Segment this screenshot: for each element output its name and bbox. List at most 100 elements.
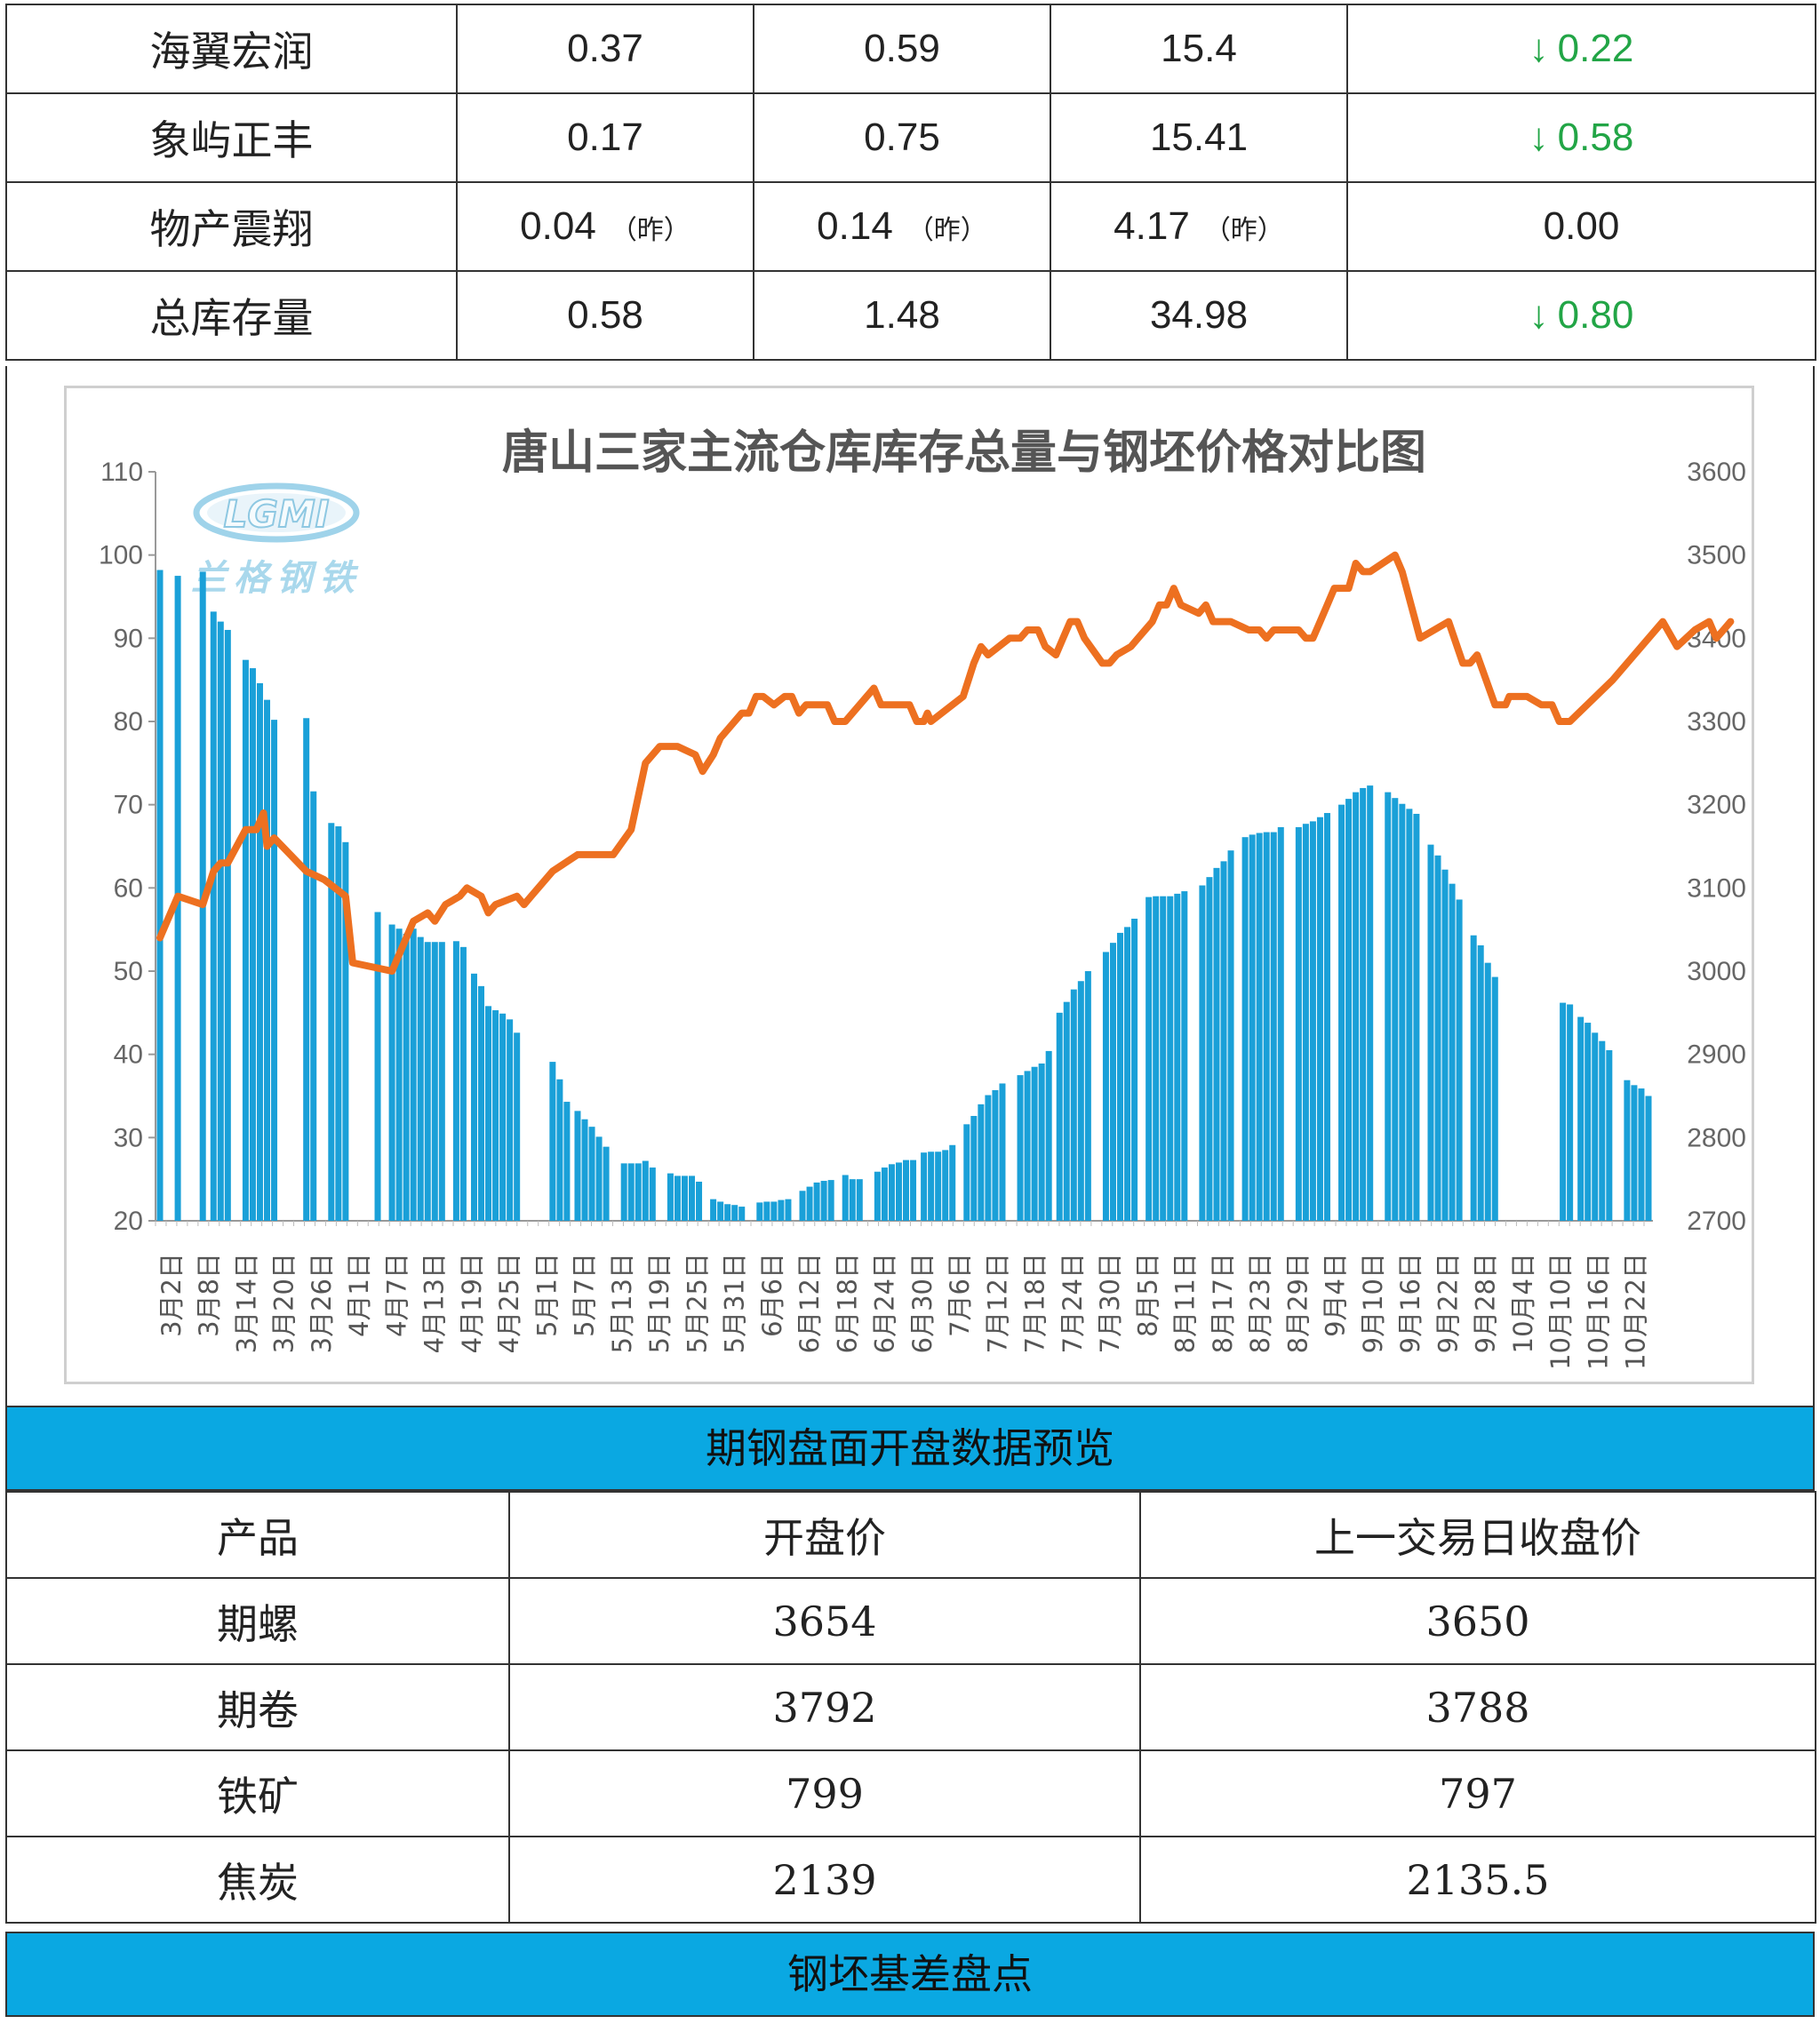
inventory-bar (1599, 1040, 1606, 1221)
inventory-bar (689, 1175, 696, 1221)
inventory-bar (388, 924, 395, 1221)
inventory-bar (1302, 824, 1309, 1221)
inventory-bar (1024, 1071, 1031, 1221)
warehouse-name: 总库存量 (5, 270, 458, 361)
inventory-bar (895, 1162, 902, 1221)
inventory-bar (452, 941, 459, 1221)
x-tick-label: 4月19日 (457, 1253, 487, 1353)
y-left-tick-label: 80 (114, 707, 143, 737)
inventory-bar (1256, 833, 1263, 1221)
inventory-bar (459, 946, 467, 1221)
inventory-bar (1199, 885, 1206, 1221)
inventory-bar (888, 1164, 895, 1221)
x-tick-label: 4月1日 (344, 1253, 374, 1337)
inventory-bar (1434, 855, 1441, 1221)
inventory-bar (1323, 813, 1330, 1221)
inventory-bar (1131, 918, 1138, 1221)
x-tick-label: 5月25日 (682, 1253, 712, 1353)
x-tick-label: 3月2日 (156, 1253, 187, 1337)
change-value: 0.80 (1557, 293, 1634, 337)
inventory-bar (588, 1127, 595, 1221)
inventory-bar (1338, 804, 1345, 1221)
product-name: 铁矿 (5, 1749, 510, 1837)
inventory-bar (470, 973, 477, 1221)
inventory-bar (1367, 785, 1374, 1221)
change-value: 0.00 (1346, 181, 1816, 272)
inventory-bar (1385, 792, 1392, 1221)
inventory-value: 34.98 (1050, 270, 1348, 361)
inventory-bar (242, 659, 249, 1221)
inventory-bar (1449, 883, 1456, 1221)
inventory-bar (820, 1181, 827, 1221)
inventory-bar (970, 1115, 978, 1221)
warehouse-name: 象屿正丰 (5, 92, 458, 183)
table-row: 物产震翔 0.04 （昨） 0.14 （昨） 4.17 （昨） 0.00 (5, 181, 1816, 272)
futures-banner: 期钢盘面开盘数据预览 (5, 1406, 1815, 1491)
inventory-bar (1145, 896, 1153, 1221)
inventory-bar (1645, 1096, 1652, 1221)
inventory-bar (928, 1151, 935, 1221)
inventory-bar (1477, 944, 1484, 1221)
inventory-bar (992, 1089, 999, 1221)
inventory-value: 0.75 (753, 92, 1051, 183)
inventory-bar (978, 1104, 985, 1221)
inventory-bar (1427, 844, 1434, 1221)
inventory-bar (770, 1201, 778, 1221)
table-row: 焦炭 2139 2135.5 (5, 1836, 1816, 1924)
inventory-value: 15.4 (1050, 4, 1348, 94)
x-tick-label: 10月4日 (1508, 1253, 1538, 1353)
inventory-bar (549, 1062, 556, 1221)
y-left-tick-label: 100 (99, 541, 143, 570)
inventory-value: 0.59 (753, 4, 1051, 94)
inventory-bar (1031, 1066, 1038, 1221)
inventory-bar (499, 1013, 507, 1221)
inventory-value: 0.37 (456, 4, 754, 94)
x-tick-label: 7月18日 (1020, 1253, 1050, 1353)
inventory-bar (563, 1102, 571, 1221)
page: 海翼宏润 0.37 0.59 15.4 ↓ 0.22 象屿正丰 0.17 0.75… (5, 0, 1816, 2024)
inventory-bar (921, 1152, 928, 1221)
inventory-bar (1295, 826, 1302, 1221)
x-tick-label: 3月8日 (194, 1253, 224, 1337)
inventory-bar (910, 1159, 917, 1221)
y-right-tick-label: 3600 (1687, 458, 1746, 487)
inventory-bar (342, 841, 349, 1221)
table-row: 铁矿 799 797 (5, 1749, 1816, 1837)
y-left-tick-label: 90 (114, 624, 143, 653)
x-tick-label: 7月6日 (945, 1253, 975, 1337)
inventory-bar (603, 1146, 610, 1221)
inventory-bar (335, 826, 342, 1221)
column-header: 上一交易日收盘价 (1139, 1491, 1816, 1579)
inventory-bar (1167, 896, 1174, 1221)
inventory-value: 0.58 (456, 270, 754, 361)
inventory-bar (1174, 893, 1181, 1221)
x-tick-label: 4月13日 (419, 1253, 450, 1353)
inventory-value-cell: 4.17 （昨） (1050, 181, 1348, 272)
x-tick-label: 5月31日 (720, 1253, 750, 1353)
inventory-bar (763, 1201, 770, 1221)
product-name: 期螺 (5, 1577, 510, 1665)
inventory-bar (1560, 1002, 1567, 1221)
chart-title: 唐山三家主流仓库库存总量与钢坯价格对比图 (502, 426, 1426, 480)
inventory-bar (303, 718, 310, 1221)
x-tick-label: 5月19日 (644, 1253, 675, 1353)
lgmi-logo: LGMI 兰格钢铁 (191, 482, 360, 599)
inventory-value: 4.17 (1114, 204, 1190, 248)
inventory-bar (738, 1207, 746, 1221)
inventory-bar (874, 1171, 881, 1221)
inventory-bar (1316, 817, 1323, 1221)
inventory-bar (1413, 813, 1420, 1221)
inventory-value-cell: 0.14 （昨） (753, 181, 1051, 272)
inventory-bar (256, 682, 263, 1221)
x-tick-label: 10月16日 (1583, 1253, 1613, 1370)
inventory-bar (1249, 834, 1256, 1221)
inventory-bar (1353, 792, 1360, 1221)
inventory-bar (581, 1119, 588, 1221)
x-tick-label: 9月10日 (1358, 1253, 1388, 1353)
inventory-value: 0.04 (520, 204, 596, 248)
inventory-bar (1270, 832, 1277, 1221)
inventory-bar (667, 1173, 674, 1221)
inventory-bar (724, 1204, 731, 1221)
x-tick-label: 9月16日 (1395, 1253, 1425, 1353)
y-left-tick-label: 60 (114, 873, 143, 903)
